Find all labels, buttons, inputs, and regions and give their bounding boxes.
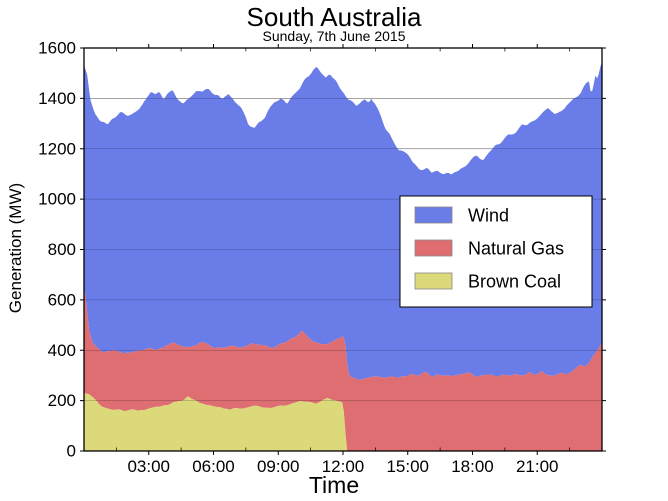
svg-text:1400: 1400 [38, 89, 76, 108]
svg-text:400: 400 [48, 341, 76, 360]
svg-text:800: 800 [48, 240, 76, 259]
svg-text:Wind: Wind [468, 206, 509, 226]
svg-text:Brown Coal: Brown Coal [468, 272, 561, 292]
svg-text:1000: 1000 [38, 190, 76, 209]
svg-text:0: 0 [67, 442, 76, 461]
svg-text:200: 200 [48, 391, 76, 410]
svg-text:1200: 1200 [38, 139, 76, 158]
svg-text:600: 600 [48, 290, 76, 309]
svg-text:Natural Gas: Natural Gas [468, 239, 564, 259]
